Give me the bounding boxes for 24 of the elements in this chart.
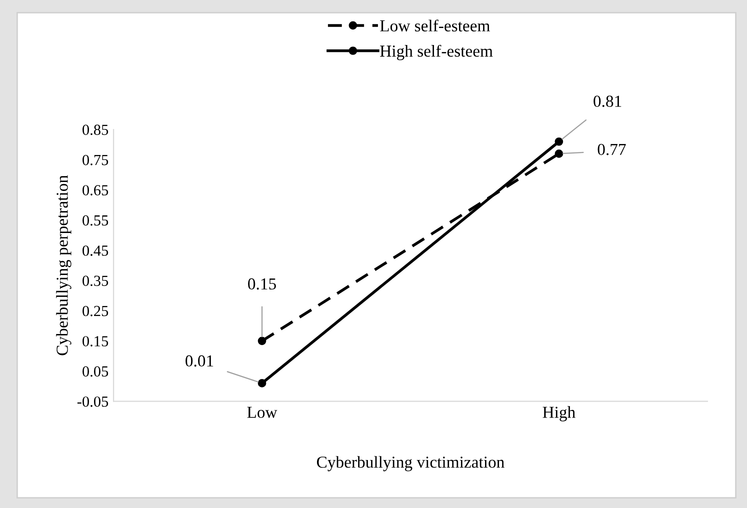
point <box>554 137 564 146</box>
y-tick-label: 0.25 <box>82 306 108 316</box>
point <box>554 150 564 158</box>
y-axis-title: Cyberbullying perpetration <box>56 175 72 356</box>
y-tick-label: 0.15 <box>82 336 108 346</box>
data-label: 0.15 <box>248 278 276 290</box>
x-axis-title: Cyberbullying victimization <box>316 456 504 472</box>
data-label: 0.81 <box>594 96 622 107</box>
y-tick-label: 0.75 <box>82 154 108 166</box>
legend-label: Low self-esteem <box>380 20 490 32</box>
y-tick-label: 0.45 <box>82 245 108 256</box>
legend-label: High self-esteem <box>380 44 493 60</box>
y-tick-label: 0.85 <box>82 124 108 136</box>
point <box>258 336 266 346</box>
x-tick-label: Low <box>247 406 278 418</box>
y-tick-label: 0.55 <box>82 215 108 226</box>
y-tick-label: 0.05 <box>82 366 108 377</box>
data-label: 0.01 <box>186 355 214 367</box>
x-tick-label: High <box>542 406 576 422</box>
point <box>258 379 266 388</box>
y-tick-label: -0.05 <box>77 396 108 407</box>
y-tick-label: 0.35 <box>82 276 108 286</box>
data-label: 0.77 <box>598 144 626 156</box>
y-tick-label: 0.65 <box>82 185 108 196</box>
